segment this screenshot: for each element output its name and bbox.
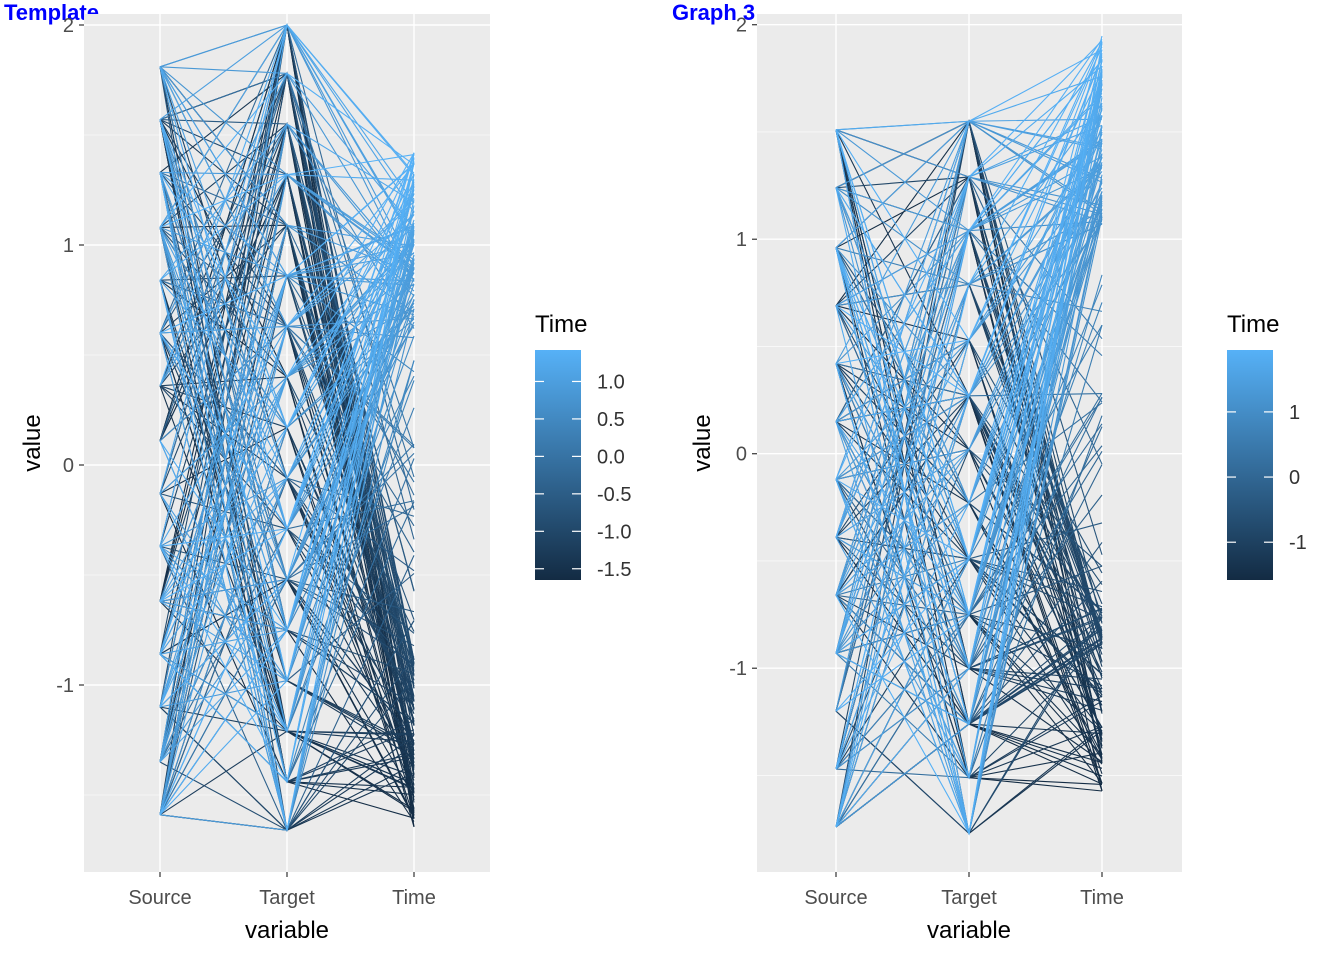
legend-tick-label: -0.5 [597,484,631,506]
y-axis: 2 1 0 -1 [729,15,757,680]
legend-tick-label: 1.0 [597,371,625,393]
legend-colorbar [1227,350,1273,580]
grid-lines [84,14,490,872]
series-line [159,172,415,831]
series-line [159,158,415,783]
chart-graph-3: Graph 3 210-1 Source Target Time variable … [672,0,1307,944]
y-tick-label: 2 [63,15,74,37]
y-tick-label: 1 [63,235,74,257]
chart-title: Template [4,0,99,25]
y-axis-label: value [689,414,716,471]
y-tick-label: -1 [729,658,747,680]
series-line [835,41,1103,365]
series-line [159,163,415,708]
legend-tick-label: -1 [1289,532,1307,554]
legend-tick-label: -1.5 [597,559,631,581]
x-tick-label: Source [128,887,191,909]
legend: Time 1.0 0.5 0.0 -0.5 -1.0 -1.5 [535,311,631,581]
legend-tick-label: 0 [1289,467,1300,489]
legend-title: Time [535,311,587,338]
series-line [835,41,1103,828]
legend-tick-label: 0.0 [597,446,625,468]
series-line [159,119,415,681]
series-line [835,49,1103,617]
x-tick-label: Target [259,887,315,909]
series-lines [159,23,415,833]
x-tick-label: Source [804,887,867,909]
legend: Time 1 0 -1 [1227,311,1307,580]
y-tick-label: 1 [736,229,747,251]
x-tick-label: Target [941,887,997,909]
legend-tick-label: 1 [1289,402,1300,424]
series-line [835,44,1103,397]
series-line [159,154,415,228]
series-line [159,152,415,379]
series-line [159,119,415,429]
y-axis-label: value [19,414,46,471]
series-line [835,42,1103,836]
x-tick-label: Time [392,887,436,909]
legend-title: Time [1227,311,1279,338]
series-lines [835,35,1103,836]
y-tick-label: 0 [736,444,747,466]
series-line [159,123,415,281]
series-line [159,72,415,228]
series-line [159,161,415,816]
series-line [159,193,415,602]
y-tick-label: -1 [56,675,74,697]
series-line [835,38,1103,770]
x-axis: Source Target Time [128,872,436,909]
y-tick-label: 0 [63,455,74,477]
series-line [159,224,415,655]
series-line [835,58,1103,828]
chart-template: Template 2 1 0 -1 Source Target Time variable… [4,0,631,944]
series-line [835,35,1103,712]
x-tick-label: Time [1080,887,1124,909]
series-line [835,40,1103,480]
series-line [159,152,415,531]
y-tick-label: 2 [736,15,747,37]
x-axis-label: variable [927,917,1011,944]
legend-tick-label: -1.0 [597,521,631,543]
series-line [835,49,1103,538]
legend-ticks: 1 0 -1 [1227,402,1307,554]
legend-tick-label: 0.5 [597,409,625,431]
y-axis: 2 1 0 -1 [56,15,84,697]
series-line [835,65,1103,725]
series-line [159,154,415,708]
x-axis-label: variable [245,917,329,944]
legend-colorbar [535,350,581,580]
series-line [159,23,415,386]
series-line [159,163,415,655]
x-axis: Source Target Time [804,872,1124,909]
legend-ticks: 1.0 0.5 0.0 -0.5 -1.0 -1.5 [535,371,631,581]
chart-title: Graph 3 [672,0,755,25]
series-line [835,73,1103,770]
